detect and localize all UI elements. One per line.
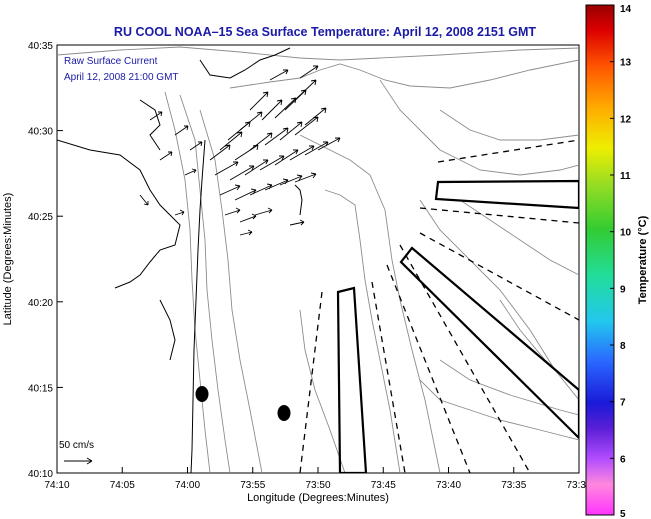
y-tick-label: 40:20 <box>28 298 53 309</box>
y-axis-ticks: 40:35 40:30 40:25 40:20 40:15 40:10 <box>28 41 63 480</box>
colorbar-tick-label: 9 <box>620 284 626 295</box>
legend-line-2: April 12, 2008 21:00 GMT <box>64 72 179 83</box>
colorbar-tick-label: 7 <box>620 398 626 409</box>
colorbar-tick-label: 13 <box>620 58 632 69</box>
x-axis-label: Longitude (Degrees:Minutes) <box>247 492 389 504</box>
x-tick-label: 73:55 <box>240 480 265 491</box>
x-tick-label: 73:45 <box>371 480 396 491</box>
colorbar-tick-label: 10 <box>620 228 632 239</box>
station-marker-2 <box>277 405 291 421</box>
colorbar-tick-label: 6 <box>620 454 626 465</box>
scale-label: 50 cm/s <box>59 440 94 451</box>
y-tick-label: 40:25 <box>28 212 53 223</box>
scale-arrow <box>64 457 93 465</box>
station-marker-1 <box>195 386 209 402</box>
radar-coverage-wedges <box>336 179 579 473</box>
x-tick-label: 74:05 <box>110 480 135 491</box>
x-tick-label: 73:30 <box>566 480 591 491</box>
current-vectors <box>139 65 341 236</box>
y-tick-label: 40:15 <box>28 383 53 394</box>
colorbar-tick-label: 5 <box>620 509 626 519</box>
coastline <box>57 47 303 473</box>
colorbar-tick-label: 11 <box>620 171 631 182</box>
plot-area <box>56 44 580 474</box>
colorbar-label: Temperature (°C) <box>637 215 649 304</box>
x-tick-label: 74:00 <box>175 480 200 491</box>
colorbar-tick-label: 8 <box>620 341 626 352</box>
colorbar <box>585 4 615 516</box>
dashed-reference-lines <box>299 139 579 473</box>
y-tick-label: 40:30 <box>28 127 53 138</box>
colorbar-ticks: 14 13 12 11 10 9 8 7 6 5 <box>610 4 632 519</box>
legend-line-1: Raw Surface Current <box>64 56 158 67</box>
y-tick-label: 40:10 <box>28 469 53 480</box>
x-tick-label: 73:40 <box>436 480 461 491</box>
x-axis-ticks: 74:10 74:05 74:00 73:55 73:50 73:45 73:40 73:35… <box>44 467 592 491</box>
x-tick-label: 73:50 <box>305 480 330 491</box>
map-title: RU COOL NOAA–15 Sea Surface Temperature:… <box>114 25 537 39</box>
colorbar-tick-label: 12 <box>620 114 632 125</box>
y-axis-label: Latitude (Degrees:Minutes) <box>2 193 14 326</box>
y-tick-label: 40:35 <box>28 41 53 52</box>
colorbar-tick-label: 14 <box>620 4 632 15</box>
x-tick-label: 73:35 <box>501 480 526 491</box>
x-tick-label: 74:10 <box>44 480 69 491</box>
